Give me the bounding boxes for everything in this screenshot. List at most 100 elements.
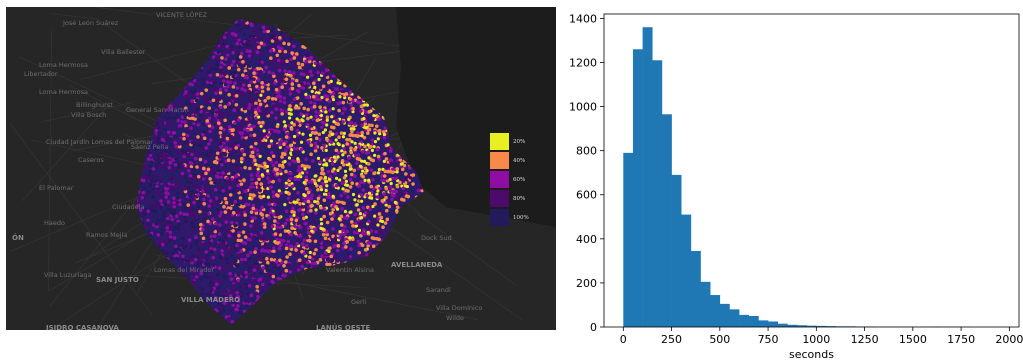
histogram-bar [642, 27, 653, 328]
place-label: VICENTE LÓPEZ [156, 11, 208, 19]
y-tick-label: 200 [576, 277, 597, 290]
road-line [50, 13, 99, 20]
road-line [416, 213, 517, 286]
histogram-bar [729, 309, 740, 327]
y-tick-label: 800 [576, 145, 597, 158]
histogram-bar [806, 325, 817, 327]
histogram-bar [739, 314, 750, 327]
histogram-bar [748, 315, 759, 327]
x-axis-label: seconds [789, 348, 834, 361]
legend-swatch [490, 171, 509, 188]
place-label: General San Martín [126, 106, 189, 114]
place-label: Sáenz Peña [131, 143, 169, 151]
road-line [41, 102, 133, 123]
plot-frame [603, 13, 1020, 328]
x-tick-label: 1000 [802, 333, 830, 346]
histogram-bar [768, 321, 779, 327]
legend-swatch [490, 209, 509, 226]
histogram-bar [825, 326, 836, 327]
histogram-bar [787, 324, 798, 327]
legend-swatch [490, 133, 509, 150]
place-label: Loma Hermosa [39, 61, 88, 69]
legend-item: 60% [490, 170, 529, 189]
place-label: Sarandí [426, 286, 451, 294]
legend-label: 20% [513, 138, 526, 145]
place-label: Villa Domínico [436, 304, 483, 312]
histogram-bar [623, 152, 634, 327]
legend-item: 40% [490, 151, 529, 170]
histogram-bar [777, 323, 788, 327]
place-label: Libertador [24, 70, 58, 78]
histogram-bar [700, 281, 711, 327]
histogram-bars [623, 27, 972, 328]
x-tick-label: 250 [661, 333, 682, 346]
histogram-bar [652, 60, 663, 328]
y-tick-label: 400 [576, 233, 597, 246]
histogram-bar [816, 325, 827, 327]
place-label: LANÚS OESTE [316, 324, 371, 331]
road-line [9, 122, 154, 317]
place-label: Ciudadela [112, 203, 145, 211]
histogram-axes: 0 250 500 750 1000 1250 1500 1750 2000 0 200 400 600… [569, 12, 1023, 346]
x-tick-label: 0 [620, 333, 627, 346]
river-plate-water [396, 7, 556, 227]
legend-swatch [490, 190, 509, 207]
density-points [136, 19, 424, 325]
place-label: Valentín Alsina [326, 266, 374, 274]
histogram-chart: 0 250 500 750 1000 1250 1500 1750 2000 0 200 400 600… [569, 12, 1023, 361]
histogram-bar [797, 325, 807, 327]
density-map: José León Suárez Villa Ballester Loma Herm… [6, 7, 556, 330]
place-label: VILLA MADERO [181, 296, 241, 304]
x-tick-label: 1500 [899, 333, 927, 346]
place-label: ISIDRO CASANOVA [46, 324, 119, 331]
place-label: Loma Hermosa [39, 88, 88, 96]
place-label: AVELLANEDA [391, 261, 443, 269]
road-line [48, 29, 52, 292]
legend-label: 80% [513, 195, 526, 202]
place-label: Dock Sud [421, 234, 452, 242]
place-label: Lomas del Mirador [154, 266, 215, 274]
legend-label: 40% [513, 157, 526, 164]
histogram-bar [690, 250, 701, 327]
x-tick-label: 1250 [851, 333, 879, 346]
map-legend: 20% 40% 60% 80% 100% [490, 132, 529, 227]
y-tick-label: 1000 [569, 101, 597, 114]
legend-item: 20% [490, 132, 529, 151]
histogram-bar [661, 114, 672, 327]
road-line [21, 104, 109, 202]
histogram-bar [671, 174, 682, 327]
y-tick-label: 1400 [569, 12, 597, 25]
place-label: ÓN [12, 234, 24, 242]
place-label: Villa Bosch [71, 111, 107, 119]
x-tick-label: 750 [758, 333, 779, 346]
place-label: Villa Luzuriaga [44, 271, 92, 279]
legend-item: 100% [490, 208, 529, 227]
legend-item: 80% [490, 189, 529, 208]
place-label: Haedo [44, 219, 65, 227]
place-label: Caseros [78, 156, 104, 164]
histogram-bar [710, 295, 721, 327]
map-canvas [9, 7, 556, 328]
place-label: Billinghurst [76, 101, 113, 109]
y-tick-label: 1200 [569, 56, 597, 69]
y-tick-label: 600 [576, 189, 597, 202]
place-label: Wilde [446, 314, 465, 322]
legend-swatch [490, 152, 509, 169]
place-label: José León Suárez [63, 19, 119, 27]
x-tick-label: 500 [709, 333, 730, 346]
place-label: Ramos Mejía [86, 231, 128, 239]
place-label: Ciudad Jardín Lomas del Palomar [46, 138, 153, 146]
place-label: El Palomar [39, 184, 74, 192]
y-tick-label: 0 [590, 321, 597, 334]
histogram-bar [758, 320, 769, 327]
place-label: Gerli [351, 298, 367, 306]
legend-label: 60% [513, 176, 526, 183]
x-tick-label: 2000 [995, 333, 1023, 346]
legend-label: 100% [513, 214, 529, 221]
x-tick-label: 1750 [947, 333, 975, 346]
histogram-bar [632, 49, 643, 327]
histogram-bar [719, 303, 730, 327]
place-label: Villa Ballester [101, 48, 146, 56]
histogram-bar [681, 214, 692, 327]
place-label: SAN JUSTO [96, 276, 139, 284]
